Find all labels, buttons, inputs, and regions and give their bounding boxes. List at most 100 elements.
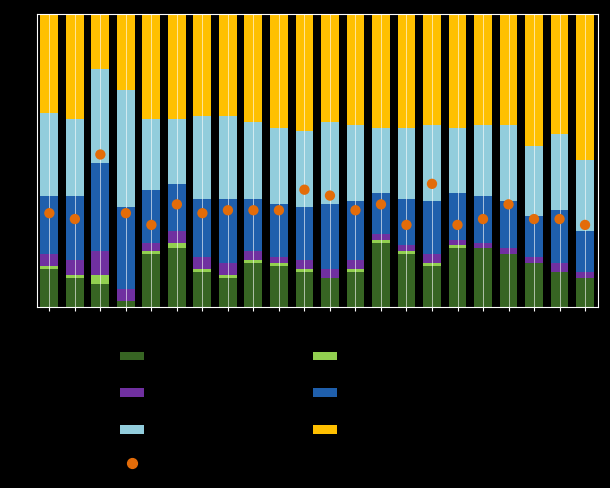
Bar xyxy=(117,208,135,290)
Bar xyxy=(40,15,59,114)
Bar xyxy=(423,264,441,266)
Bar xyxy=(576,231,594,272)
Bar xyxy=(270,264,288,266)
Bar xyxy=(66,196,84,261)
Bar xyxy=(346,261,364,269)
Bar xyxy=(474,15,492,126)
Point xyxy=(45,210,54,218)
Point xyxy=(127,459,137,467)
Bar xyxy=(66,278,84,307)
Bar xyxy=(372,15,390,129)
Bar xyxy=(245,264,262,307)
Bar xyxy=(398,246,415,252)
Bar xyxy=(321,269,339,278)
Bar xyxy=(372,243,390,307)
Bar xyxy=(143,255,160,307)
Bar xyxy=(500,249,517,255)
Bar xyxy=(40,255,59,266)
Bar xyxy=(219,199,237,264)
Bar xyxy=(295,208,314,261)
Bar xyxy=(193,117,211,199)
Bar xyxy=(576,272,594,278)
Bar xyxy=(500,202,517,249)
Bar xyxy=(270,205,288,258)
Bar xyxy=(219,275,237,278)
Bar xyxy=(525,258,543,264)
Point xyxy=(70,216,80,224)
Bar xyxy=(423,15,441,126)
Bar xyxy=(168,120,186,184)
Bar xyxy=(66,120,84,196)
Bar xyxy=(295,15,314,132)
Point xyxy=(172,201,182,209)
Bar xyxy=(92,164,109,252)
Bar xyxy=(120,352,144,361)
Bar xyxy=(500,15,517,126)
Bar xyxy=(576,161,594,231)
Bar xyxy=(168,184,186,231)
Point xyxy=(325,192,335,200)
Point xyxy=(554,216,564,224)
Bar xyxy=(193,15,211,117)
Bar xyxy=(92,70,109,164)
Bar xyxy=(117,91,135,208)
Bar xyxy=(321,278,339,307)
Bar xyxy=(245,261,262,264)
Bar xyxy=(120,388,144,397)
Bar xyxy=(66,15,84,120)
Bar xyxy=(143,190,160,243)
Bar xyxy=(525,146,543,217)
Bar xyxy=(551,264,569,272)
Bar xyxy=(551,15,569,135)
Bar xyxy=(245,252,262,261)
Bar xyxy=(372,193,390,234)
Point xyxy=(274,207,284,215)
Bar xyxy=(346,126,364,202)
Bar xyxy=(219,117,237,199)
Bar xyxy=(346,272,364,307)
Point xyxy=(96,151,106,159)
Bar xyxy=(143,15,160,120)
Bar xyxy=(576,278,594,307)
Bar xyxy=(448,240,467,246)
Bar xyxy=(295,269,314,272)
Bar xyxy=(313,388,337,397)
Point xyxy=(453,222,462,229)
Bar xyxy=(321,123,339,205)
Bar xyxy=(321,205,339,269)
Bar xyxy=(551,272,569,307)
Bar xyxy=(270,15,288,129)
Bar xyxy=(525,217,543,258)
Bar xyxy=(66,275,84,278)
Bar xyxy=(219,15,237,117)
Point xyxy=(146,222,156,229)
Text: 1960-79: 1960-79 xyxy=(350,386,398,399)
Bar xyxy=(40,266,59,269)
Bar xyxy=(372,240,390,243)
Bar xyxy=(398,15,415,129)
Bar xyxy=(40,114,59,196)
Text: 1940-59: 1940-59 xyxy=(156,386,205,399)
Bar xyxy=(474,243,492,249)
Text: 2000 and later: 2000 and later xyxy=(350,423,436,436)
Bar xyxy=(143,243,160,252)
Text: Renewal (3-year average): Renewal (3-year average) xyxy=(156,457,309,469)
Bar xyxy=(219,278,237,307)
Bar xyxy=(117,15,135,91)
Bar xyxy=(245,199,262,252)
Bar xyxy=(117,302,135,307)
Bar xyxy=(270,129,288,205)
Bar xyxy=(40,269,59,307)
Bar xyxy=(168,15,186,120)
Text: Unknown: Unknown xyxy=(156,350,210,363)
Bar xyxy=(372,234,390,240)
Bar xyxy=(448,15,467,129)
Bar xyxy=(168,231,186,243)
Bar xyxy=(398,255,415,307)
Point xyxy=(223,207,233,215)
Bar xyxy=(423,202,441,255)
Bar xyxy=(448,249,467,307)
Bar xyxy=(500,126,517,202)
Bar xyxy=(474,196,492,243)
Point xyxy=(427,181,437,188)
